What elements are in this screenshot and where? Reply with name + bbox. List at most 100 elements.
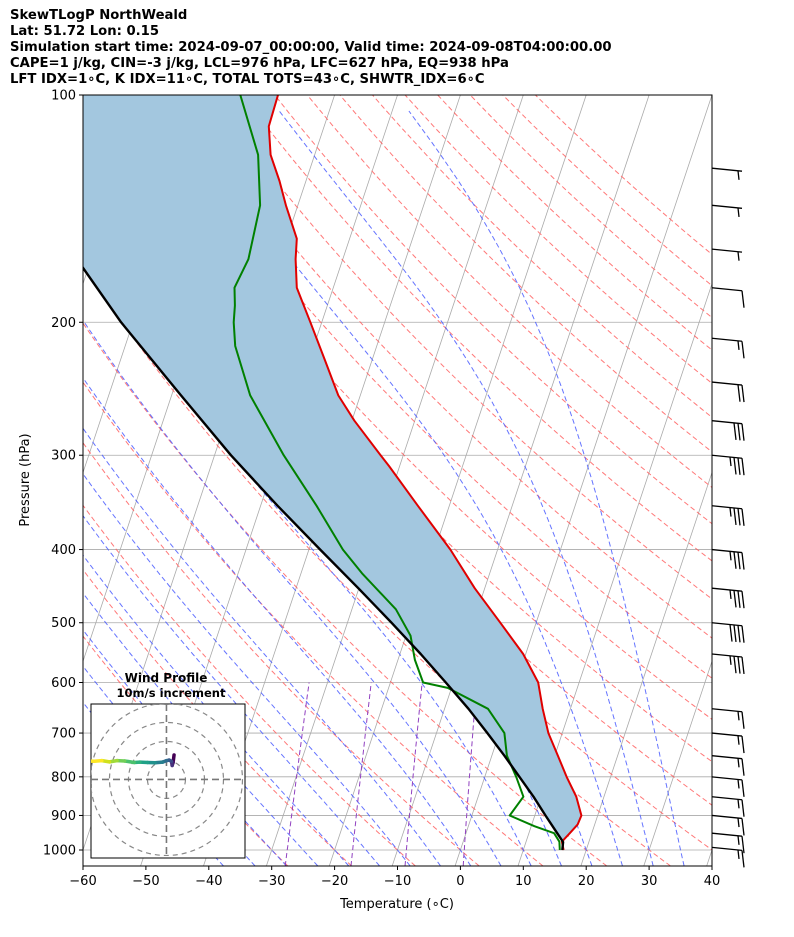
barb-flag [737,508,741,526]
barb-flag [741,591,745,609]
barb-flag [741,458,745,476]
barb-half [729,551,732,561]
barb-flag [737,384,741,402]
hodograph-plot [91,704,245,858]
y-tick-label: 800 [51,770,76,785]
y-tick-label: 600 [51,676,76,691]
wind-barb [711,381,745,403]
barb-flag [741,552,745,570]
barb-flag [737,552,741,570]
wind-barb [711,732,745,754]
x-tick-label: −20 [321,874,348,889]
barb-half [737,735,740,745]
wind-barb [711,548,745,570]
dry-adiabat [241,95,712,562]
y-tick-label: 200 [51,316,76,331]
barb-staff [711,337,743,342]
isotherm [454,95,712,866]
barb-staff [711,832,743,837]
y-tick-label: 1000 [43,844,76,859]
barb-flag [741,779,745,797]
dry-adiabat [404,95,712,384]
barb-staff [711,732,743,737]
barb-staff [711,587,743,592]
cape-line: CAPE=1 j/kg, CIN=-3 j/kg, LCL=976 hPa, L… [10,56,509,71]
x-tick-label: −30 [258,874,285,889]
moist-adiabat [83,554,350,866]
moist-adiabat [278,110,654,866]
isotherm [83,95,84,97]
barb-flag [741,625,745,643]
wind-barb [711,755,745,776]
barb-flag [741,758,745,776]
barb-half [737,758,740,768]
barb-flag [741,799,745,817]
barb-staff [711,167,743,172]
barb-half [737,207,740,217]
barb-half [737,835,740,845]
barb-half [737,251,740,261]
dry-adiabat [83,504,416,866]
barb-flag [737,457,741,475]
wind-barb [711,204,743,217]
barb-staff [711,776,743,781]
x-tick-label: 20 [578,874,595,889]
location-line: Lat: 51.72 Lon: 0.15 [10,24,160,39]
dry-adiabat [274,95,712,525]
moist-adiabat [83,473,411,866]
barb-staff [711,420,743,425]
x-tick-label: −60 [69,874,96,889]
dry-adiabat [83,381,544,866]
axes: −60 −50 −40 −30 −20 −10 0 10 20 30 40 1000 900 800 700… [43,89,720,890]
isotherm [706,848,712,866]
barb-flag [729,624,733,642]
x-tick-label: 0 [456,874,464,889]
dry-adiabat [306,95,712,489]
barb-flag [741,384,745,403]
isotherm [328,95,587,866]
barb-staff [711,796,743,801]
barb-staff [711,622,743,627]
barb-flag [741,735,745,754]
barb-staff [711,505,743,510]
barb-staff [711,708,743,713]
barb-flag [741,341,745,359]
barb-staff [711,454,743,459]
barb-flag [741,818,745,836]
isotherm [643,659,712,866]
hodograph-subtitle: 10m/s increment [117,686,226,700]
barb-half [737,170,740,180]
hodograph-ring [91,704,244,857]
barb-flag [737,625,741,643]
hodograph-inset: Wind Profile 10m/s increment [90,671,246,859]
wind-barb [711,337,745,359]
wind-barb [711,796,745,817]
mixing-ratio-line [284,682,310,866]
mixing-ratio-line [462,682,478,866]
wind-barb [711,846,745,868]
wind-barb [711,454,745,476]
dry-adiabat [83,568,352,866]
wind-barb [711,653,745,675]
temperature-line [267,95,583,851]
y-tick-label: 100 [51,89,76,104]
wind-barb [711,287,745,308]
wind-barb [711,814,745,836]
moist-adiabat [83,319,502,866]
wind-barb [711,776,745,797]
cape-shading [83,95,582,850]
chart-title: SkewTLogP NorthWeald [10,8,188,23]
barb-flag [741,508,745,526]
wind-barb [711,708,745,729]
x-tick-label: −10 [384,874,411,889]
barb-flag [733,422,737,440]
dry-adiabat [83,264,671,866]
barb-half [729,589,732,600]
barb-flag [733,656,737,674]
barb-flag [737,590,741,608]
mixing-ratio-line [350,682,372,866]
barb-flag [741,423,745,441]
barb-staff [711,653,743,658]
dry-adiabat [83,208,712,851]
barb-staff [711,548,743,554]
